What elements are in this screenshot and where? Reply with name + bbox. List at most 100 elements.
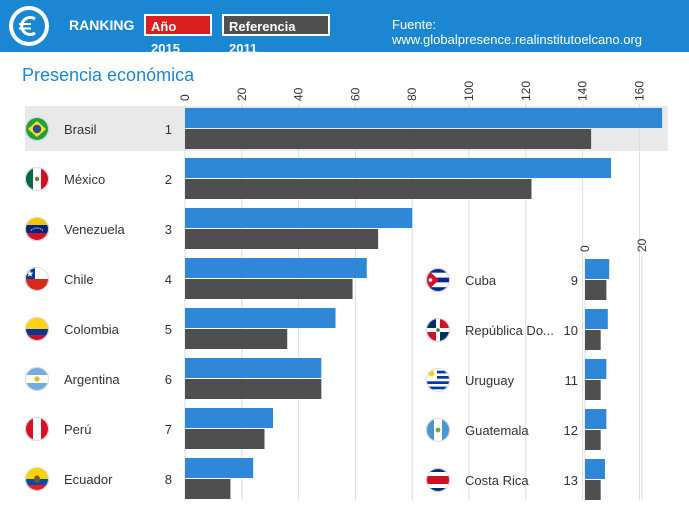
flag-sun [428,370,435,377]
flag-stripe [25,329,49,335]
country-label: Uruguay [465,373,515,388]
bar-2011 [185,429,265,449]
bar-2015 [185,108,663,128]
flag-stripe [25,335,49,341]
cuba-flag-icon [426,268,450,292]
flag-star [428,278,433,282]
country-label: Costa Rica [465,473,529,488]
bar-2015 [185,358,322,378]
flag-globe [32,124,42,134]
country-label: República Do... [465,323,554,338]
flag-stripe [426,488,450,492]
bar-2015 [585,409,607,429]
flag-stripe [25,317,49,329]
flag-stripe [426,381,450,384]
flag-border [25,367,49,391]
flag-stripe [426,370,450,374]
reference-2011-badge[interactable]: Referencia 2011 [222,14,330,56]
country-label: Colombia [64,322,120,337]
flag-stripe [426,418,434,442]
venezuela-flag-icon [25,217,49,241]
flag-border [426,418,450,442]
flag-stripe [25,279,49,291]
x-tick-label: 80 [405,87,419,101]
x-tick-label: 100 [462,81,476,101]
chile-flag-icon [25,267,49,291]
flag-body [25,317,49,341]
country-label: Chile [64,272,94,287]
bar-2011 [585,430,601,450]
rank-label: 6 [165,372,172,387]
bar-2015 [185,408,274,428]
year-2015-badge[interactable]: Año 2015 [144,14,212,56]
flag-border [25,217,49,241]
flag-stripe [426,287,450,292]
flag-body [25,467,49,491]
x-tick-label: 20 [235,87,249,101]
bar-2011 [585,480,601,500]
flag-stripe [25,167,33,191]
flag-border [25,267,49,291]
header-bar: RANKING Año 2015 Referencia 2011 Fuente:… [0,0,689,56]
flag-triangle [426,268,439,292]
flag-stripe [25,225,49,233]
country-label: Perú [64,422,91,437]
x-tick-label: 120 [519,81,533,101]
rank-label: 13 [564,473,578,488]
bar-2011 [185,229,379,249]
bar-2011 [185,279,353,299]
bar-2015 [185,208,413,228]
argentina-flag-icon [25,367,49,391]
source-text: Fuente: www.globalpresence.realinstituto… [392,17,643,47]
flag-border [25,117,49,141]
country-label: Cuba [465,273,497,288]
country-label: Guatemala [465,423,529,438]
flag-border [25,417,49,441]
flag-quarter [440,332,450,342]
flag-stripe [426,476,450,484]
x-tick-label: 40 [292,87,306,101]
country-label: Ecuador [64,472,113,487]
bar-2011 [585,330,601,350]
flag-stripe [426,468,450,472]
brazil-flag-icon [25,117,49,141]
bar-2015 [185,458,254,478]
bar-2011 [585,380,601,400]
x-tick-label: 60 [348,87,362,101]
chart-title: Presencia económica [22,65,195,85]
flag-stripe [426,472,450,476]
x-tick-label: 20 [635,238,649,252]
rank-label: 12 [564,423,578,438]
ranking-label: RANKING [69,17,135,33]
flag-body [25,367,49,391]
rank-label: 4 [165,272,172,287]
ecuador-flag-icon [25,467,49,491]
euro-icon [9,6,49,46]
flag-stripe [25,417,33,441]
rank-label: 7 [165,422,172,437]
flag-quarter [426,318,436,328]
rank-label: 3 [165,222,172,237]
bar-2015 [585,309,608,329]
flag-body [25,167,49,191]
costa-rica-flag-icon [426,468,450,492]
flag-border [426,468,450,492]
flag-border [426,318,450,342]
rank-label: 8 [165,472,172,487]
bar-2011 [185,379,322,399]
mexico-flag-icon [25,167,49,191]
flag-stars [30,227,44,231]
flag-stripe [442,418,450,442]
rank-label: 1 [165,122,172,137]
flag-stripe [25,233,49,241]
flag-stripe [41,417,49,441]
country-label: Argentina [64,372,120,387]
flag-stripe [426,386,450,390]
flag-stripe [426,282,450,288]
colombia-flag-icon [25,317,49,341]
country-label: Venezuela [64,222,125,237]
flag-body [426,468,450,492]
bar-2011 [185,329,288,349]
flag-stripe [25,467,49,479]
